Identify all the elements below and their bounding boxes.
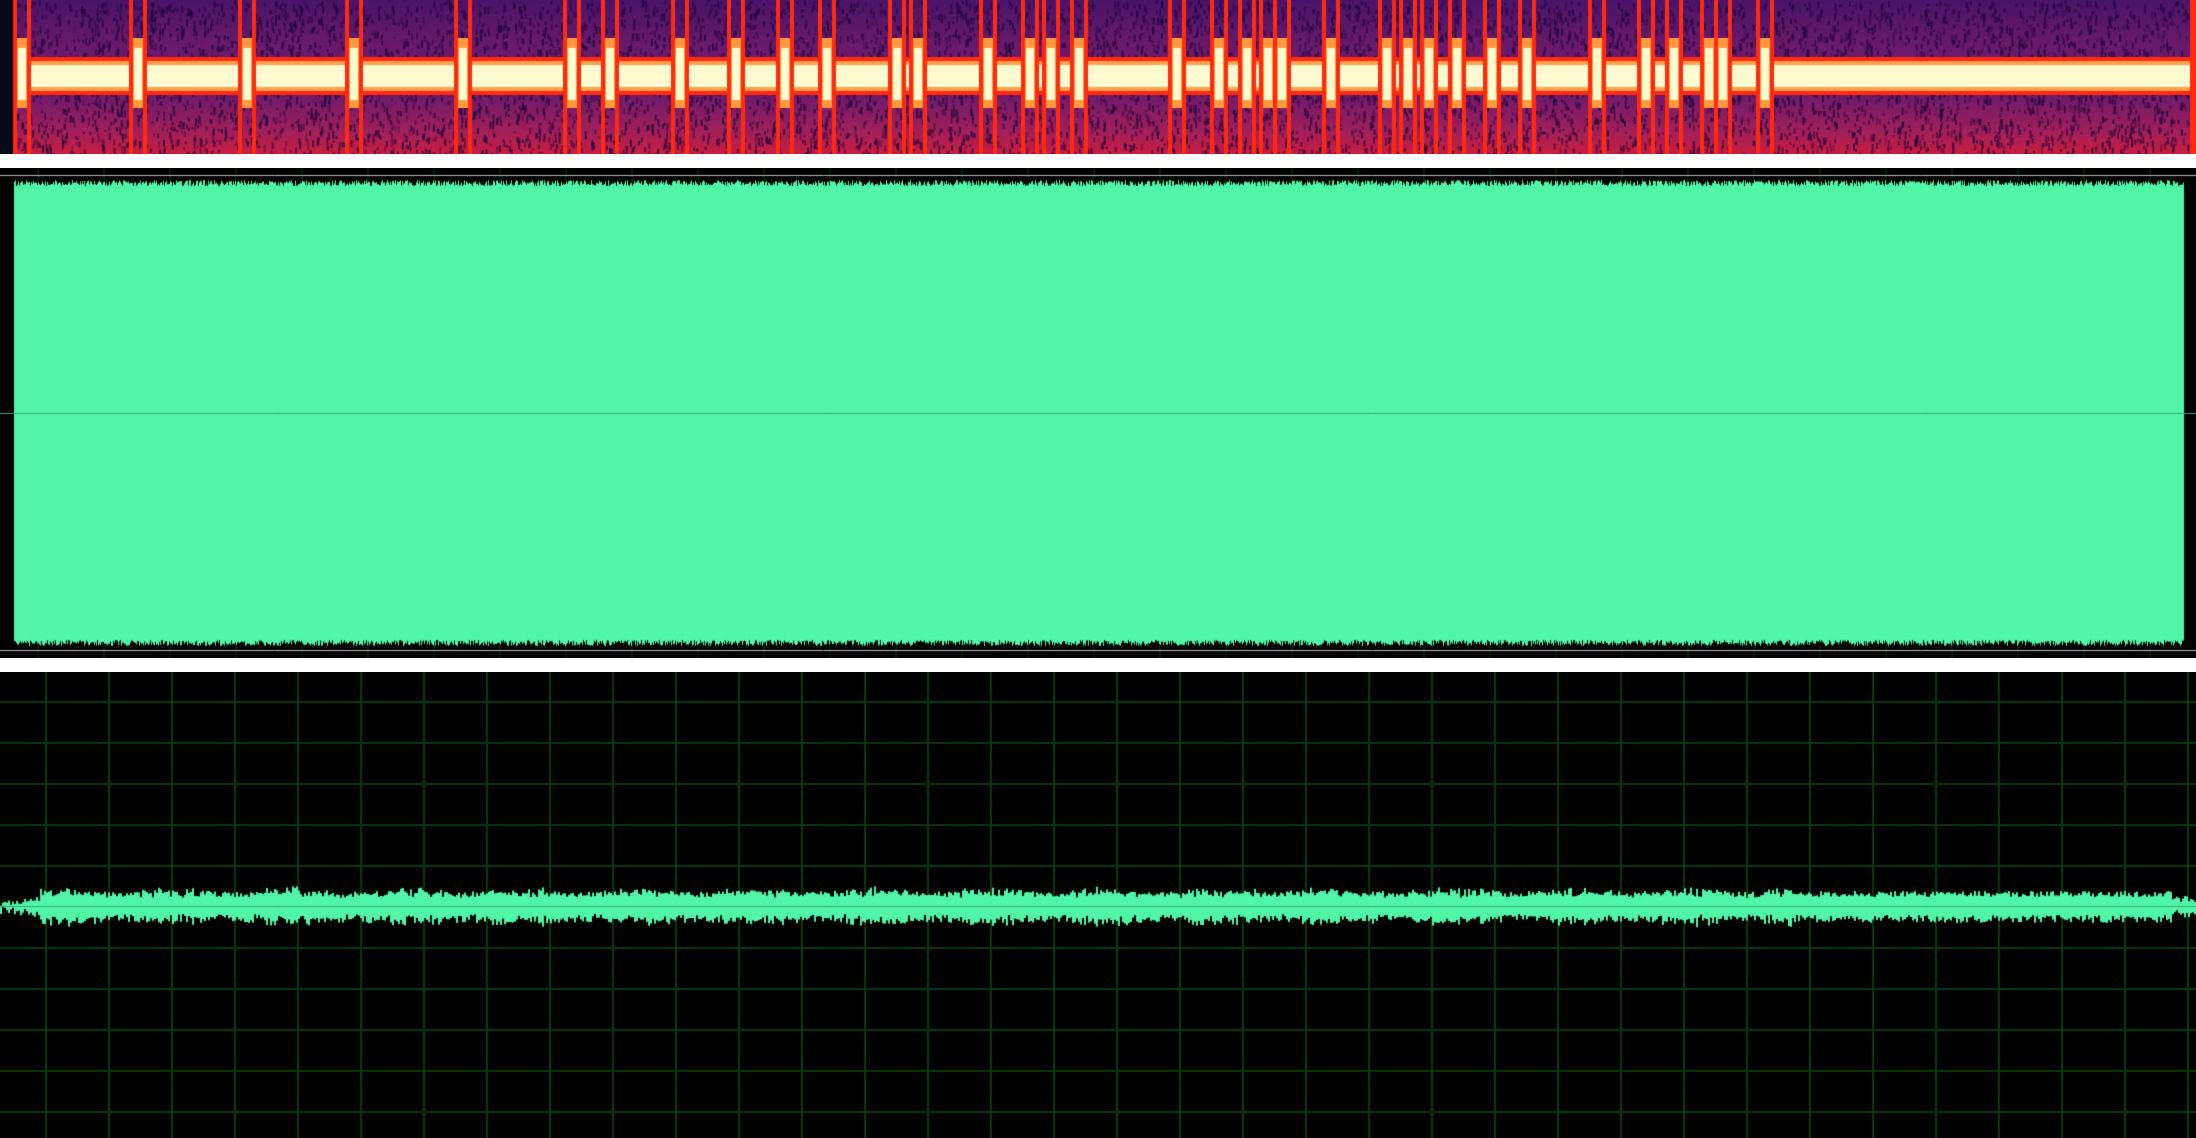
spectrogram-panel[interactable] (0, 0, 2196, 154)
waveform-panel[interactable] (0, 168, 2196, 658)
oscilloscope-panel[interactable] (0, 672, 2196, 1138)
